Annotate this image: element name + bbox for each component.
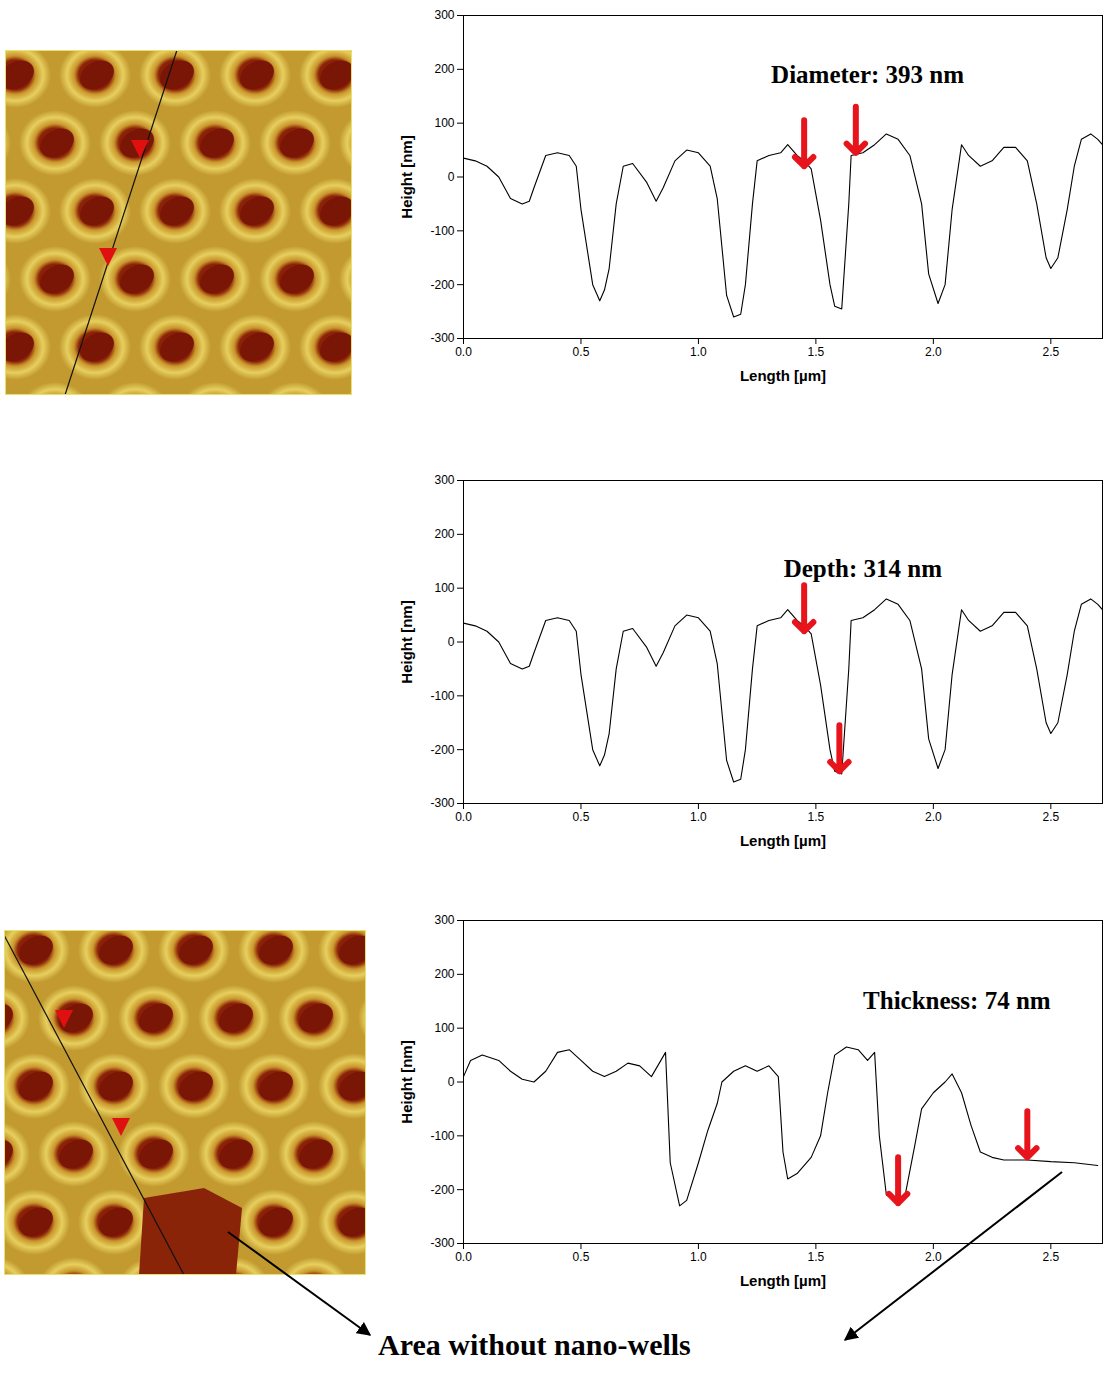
svg-text:-300: -300 <box>430 331 454 345</box>
svg-text:Diameter: 393 nm: Diameter: 393 nm <box>771 61 964 88</box>
svg-text:0.0: 0.0 <box>455 810 472 824</box>
svg-text:0.5: 0.5 <box>573 1250 590 1264</box>
svg-text:-100: -100 <box>430 1129 454 1143</box>
svg-text:1.5: 1.5 <box>808 345 825 359</box>
svg-text:-200: -200 <box>430 743 454 757</box>
svg-text:300: 300 <box>434 913 454 927</box>
svg-text:0: 0 <box>448 635 455 649</box>
svg-text:-300: -300 <box>430 1236 454 1250</box>
svg-text:2.5: 2.5 <box>1042 810 1059 824</box>
svg-text:1.5: 1.5 <box>808 810 825 824</box>
svg-text:100: 100 <box>434 1021 454 1035</box>
svg-text:2.0: 2.0 <box>925 810 942 824</box>
svg-text:200: 200 <box>434 62 454 76</box>
svg-text:0: 0 <box>448 1075 455 1089</box>
svg-text:0: 0 <box>448 170 455 184</box>
svg-text:-300: -300 <box>430 796 454 810</box>
svg-text:Length [µm]: Length [µm] <box>740 832 826 849</box>
svg-text:Height [nm]: Height [nm] <box>398 600 415 683</box>
svg-text:Thickness: 74 nm: Thickness: 74 nm <box>863 987 1051 1014</box>
svg-text:0.5: 0.5 <box>573 810 590 824</box>
svg-text:1.5: 1.5 <box>808 1250 825 1264</box>
svg-text:Length [µm]: Length [µm] <box>740 1272 826 1289</box>
svg-text:200: 200 <box>434 527 454 541</box>
svg-text:Height [nm]: Height [nm] <box>398 1040 415 1123</box>
svg-text:Area without nano-wells: Area without nano-wells <box>378 1328 691 1361</box>
svg-text:Depth: 314 nm: Depth: 314 nm <box>784 555 943 582</box>
svg-text:1.0: 1.0 <box>690 1250 707 1264</box>
svg-text:-200: -200 <box>430 1183 454 1197</box>
svg-text:-100: -100 <box>430 224 454 238</box>
svg-text:2.0: 2.0 <box>925 345 942 359</box>
svg-text:0.0: 0.0 <box>455 1250 472 1264</box>
svg-text:2.0: 2.0 <box>925 1250 942 1264</box>
svg-text:1.0: 1.0 <box>690 345 707 359</box>
svg-text:2.5: 2.5 <box>1042 345 1059 359</box>
svg-text:-100: -100 <box>430 689 454 703</box>
svg-text:Length [µm]: Length [µm] <box>740 367 826 384</box>
svg-text:300: 300 <box>434 473 454 487</box>
svg-text:0.0: 0.0 <box>455 345 472 359</box>
svg-text:Height [nm]: Height [nm] <box>398 135 415 218</box>
svg-text:300: 300 <box>434 8 454 22</box>
svg-text:0.5: 0.5 <box>573 345 590 359</box>
svg-text:200: 200 <box>434 967 454 981</box>
svg-text:100: 100 <box>434 581 454 595</box>
svg-text:-200: -200 <box>430 278 454 292</box>
svg-text:2.5: 2.5 <box>1042 1250 1059 1264</box>
svg-text:1.0: 1.0 <box>690 810 707 824</box>
svg-text:100: 100 <box>434 116 454 130</box>
